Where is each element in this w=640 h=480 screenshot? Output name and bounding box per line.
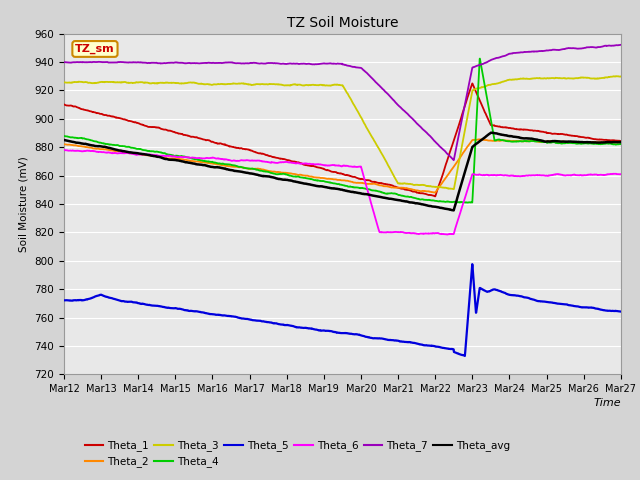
Theta_avg — [487, 130, 495, 135]
Theta_5 — [60, 298, 68, 303]
Theta_6 — [298, 161, 306, 167]
Theta_7 — [617, 42, 625, 48]
Theta_2 — [124, 150, 131, 156]
Theta_avg — [274, 176, 282, 181]
Theta_3 — [274, 82, 282, 87]
Theta_1 — [298, 160, 305, 166]
Line: Theta_4: Theta_4 — [64, 59, 621, 203]
Theta_4 — [274, 171, 282, 177]
Theta_6 — [274, 160, 282, 166]
Theta_6 — [444, 232, 451, 238]
Theta_7 — [546, 47, 554, 53]
Theta_avg — [124, 149, 131, 155]
Theta_1 — [274, 155, 282, 161]
Theta_3 — [60, 80, 68, 85]
Theta_4 — [157, 149, 164, 155]
Text: Time: Time — [593, 398, 621, 408]
Theta_4 — [463, 200, 471, 205]
Theta_5 — [124, 299, 131, 305]
Theta_7 — [617, 42, 625, 48]
Title: TZ Soil Moisture: TZ Soil Moisture — [287, 16, 398, 30]
Theta_5 — [547, 300, 554, 305]
Theta_5 — [606, 308, 614, 313]
Theta_2 — [431, 190, 439, 195]
Theta_avg — [450, 207, 458, 213]
Theta_1 — [617, 138, 625, 144]
Line: Theta_2: Theta_2 — [64, 139, 621, 192]
Theta_avg — [606, 139, 614, 145]
Theta_4 — [617, 141, 625, 147]
Theta_avg — [60, 137, 68, 143]
Theta_4 — [606, 141, 614, 146]
Text: TZ_sm: TZ_sm — [75, 44, 115, 54]
Theta_3 — [298, 82, 305, 88]
Theta_7 — [274, 60, 282, 66]
Theta_7 — [157, 60, 164, 66]
Line: Theta_7: Theta_7 — [64, 45, 621, 160]
Theta_1 — [124, 118, 131, 123]
Theta_4 — [298, 175, 305, 180]
Theta_2 — [298, 172, 305, 178]
Line: Theta_5: Theta_5 — [64, 264, 621, 356]
Line: Theta_1: Theta_1 — [64, 84, 621, 196]
Theta_2 — [547, 138, 554, 144]
Theta_5 — [274, 321, 282, 327]
Theta_4 — [124, 144, 131, 150]
Theta_4 — [547, 140, 554, 145]
Theta_4 — [476, 56, 484, 61]
Theta_avg — [298, 180, 305, 186]
Theta_3 — [124, 80, 131, 85]
Theta_avg — [547, 139, 554, 144]
Theta_2 — [606, 140, 614, 145]
Theta_3 — [606, 74, 614, 80]
Theta_6 — [606, 171, 614, 177]
Theta_7 — [450, 157, 458, 163]
Theta_4 — [60, 133, 68, 139]
Theta_1 — [606, 138, 614, 144]
Theta_1 — [157, 126, 164, 132]
Theta_3 — [613, 73, 621, 79]
Theta_6 — [61, 147, 68, 153]
Theta_3 — [450, 186, 458, 192]
Theta_5 — [298, 325, 305, 331]
Theta_6 — [547, 172, 554, 178]
Theta_5 — [468, 261, 476, 267]
Line: Theta_3: Theta_3 — [64, 76, 621, 189]
Theta_5 — [617, 309, 625, 314]
Theta_1 — [431, 193, 439, 199]
Line: Theta_avg: Theta_avg — [64, 132, 621, 210]
Theta_3 — [546, 75, 554, 81]
Theta_7 — [606, 43, 614, 48]
Theta_1 — [60, 102, 68, 108]
Theta_6 — [617, 171, 625, 177]
Line: Theta_6: Theta_6 — [64, 150, 621, 235]
Theta_3 — [617, 73, 625, 79]
Theta_6 — [60, 147, 68, 153]
Theta_1 — [468, 81, 476, 86]
Theta_2 — [274, 169, 282, 175]
Theta_avg — [157, 155, 164, 160]
Theta_5 — [461, 353, 468, 359]
Y-axis label: Soil Moisture (mV): Soil Moisture (mV) — [19, 156, 29, 252]
Theta_3 — [157, 80, 164, 85]
Theta_2 — [157, 154, 164, 160]
Theta_2 — [617, 140, 625, 145]
Legend: Theta_1, Theta_2, Theta_3, Theta_4, Theta_5, Theta_6, Theta_7, Theta_avg: Theta_1, Theta_2, Theta_3, Theta_4, Thet… — [81, 436, 515, 471]
Theta_avg — [617, 139, 625, 145]
Theta_6 — [124, 150, 132, 156]
Theta_1 — [547, 130, 554, 136]
Theta_7 — [124, 60, 131, 65]
Theta_7 — [298, 61, 305, 67]
Theta_7 — [60, 60, 68, 65]
Theta_5 — [157, 303, 164, 309]
Theta_6 — [157, 153, 164, 158]
Theta_2 — [60, 142, 68, 147]
Theta_2 — [475, 136, 483, 142]
